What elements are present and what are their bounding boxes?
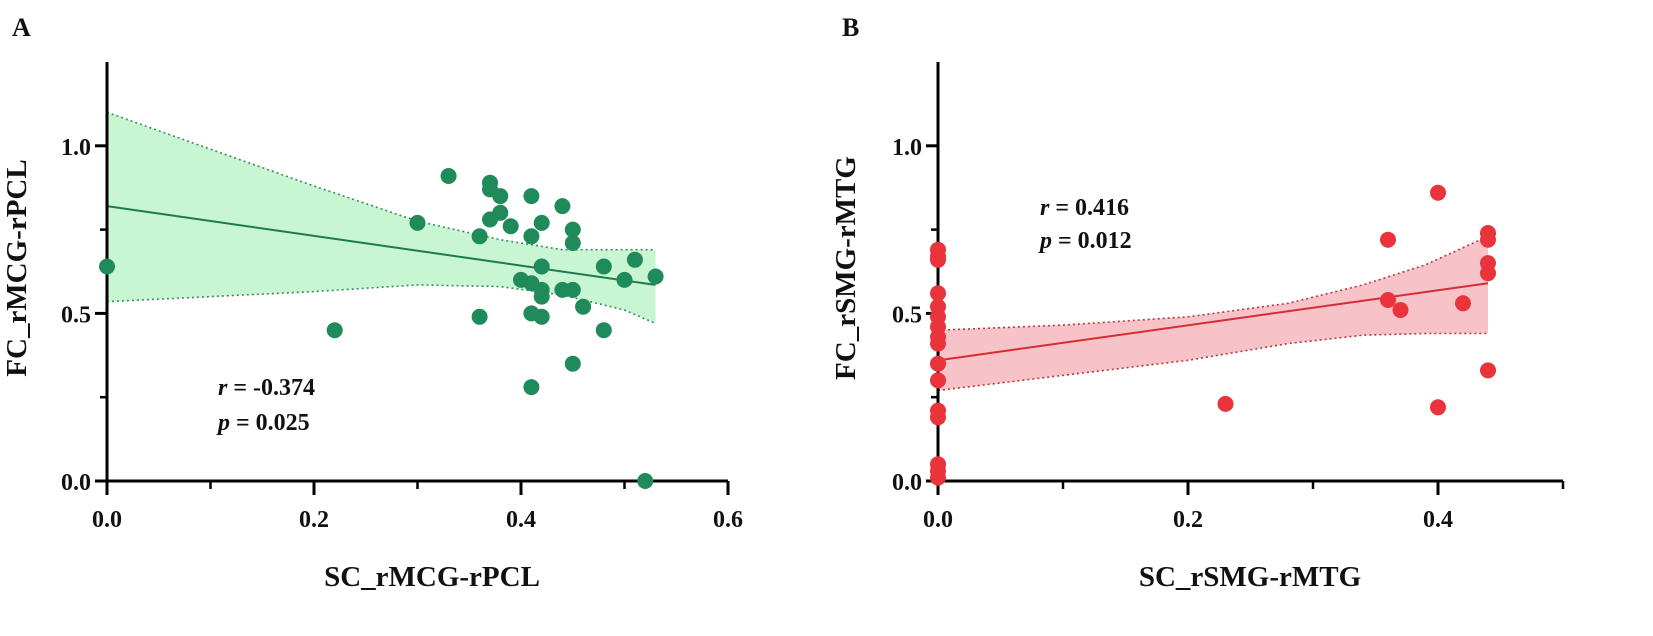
panel-a-data-point (595, 322, 612, 339)
panel-b-x-tick-labels: 0.0 0.2 0.4 (923, 507, 1453, 533)
panel-a-data-point (409, 214, 426, 231)
panel-a-data-point (595, 258, 612, 275)
panel-a-p-symbol: p (216, 410, 230, 436)
panel-a-data-point (533, 214, 550, 231)
panel-a-data-point (492, 188, 509, 205)
panel-b-r-symbol: r (1040, 195, 1050, 221)
panel-a-x-tick-label: 0.4 (506, 507, 536, 533)
panel-b-x-tick-label: 0.2 (1173, 507, 1203, 533)
panel-b-label: B (842, 13, 859, 42)
panel-b-x-tick-label: 0.4 (1423, 507, 1453, 533)
panel-b-data-point (1430, 184, 1446, 201)
panel-b-data-point (1430, 399, 1446, 416)
panel-b-band-lower-edge (937, 332, 1488, 392)
panel-a-data-point (564, 355, 581, 372)
panel-b-r-value: = 0.416 (1049, 195, 1129, 221)
panel-a-r-stat: r = -0.374 (218, 375, 315, 401)
panel-a-confidence-band (107, 112, 656, 324)
panel-a-data-point (575, 298, 592, 315)
panel-b-y-tick-label: 0.0 (892, 470, 922, 496)
panel-b-data-point (1217, 395, 1234, 412)
panel-a-data-point (523, 379, 540, 396)
panel-a-data-point (492, 204, 509, 221)
panel-a-x-tick-label: 0.6 (713, 507, 743, 533)
panel-a-data-point (564, 235, 581, 251)
panel-b-data-point (930, 469, 946, 486)
panel-b-x-axis-title: SC_rSMG-rMTG (1139, 561, 1361, 593)
panel-a-data-point (533, 308, 550, 325)
panel-a-data-point (637, 473, 654, 489)
panel-a-data-point (99, 258, 115, 275)
panel-b-confidence-band (938, 236, 1488, 391)
panel-b-data-point (1380, 231, 1396, 248)
panel-b-data-point (930, 285, 946, 302)
panel-a-data-point (533, 288, 550, 305)
panel-b-p-value: = 0.012 (1052, 228, 1132, 254)
panel-a-y-tick-label: 0.5 (61, 302, 91, 328)
panel-b-p-stat: p = 0.012 (1038, 228, 1132, 254)
panel-b-data-point (930, 409, 946, 426)
panel-a-confidence-band-group (106, 111, 656, 325)
panel-a-r-symbol: r (218, 375, 228, 401)
panel-a-data-point (471, 228, 488, 245)
panel-a-x-tick-label: 0.0 (92, 507, 122, 533)
panel-b-data-point (1455, 295, 1471, 312)
panel-b-data-point (1480, 231, 1496, 248)
panel-b-y-tick-labels: 0.0 0.5 1.0 (892, 135, 922, 496)
panel-a-points (99, 168, 664, 489)
panel-b-p-symbol: p (1038, 228, 1052, 254)
panel-a-y-tick-label: 1.0 (61, 135, 91, 161)
panel-a-x-axis-title: SC_rMCG-rPCL (324, 561, 540, 593)
panel-a-data-point (564, 281, 581, 298)
panel-a-fit-group (106, 205, 656, 286)
panel-a-data-point (564, 221, 581, 238)
panel-b-band-upper-edge (937, 235, 1489, 331)
panel-a: A 0.0 0.2 0.4 0.6 0.0 0.5 1.0 SC_rMCG-rPCL FC… (1, 13, 743, 593)
panel-a-data-point (523, 228, 540, 245)
panel-a-axes (95, 62, 730, 495)
panel-a-data-point (440, 168, 457, 184)
panel-a-data-point (616, 271, 633, 288)
panel-a-band-upper-edge (106, 111, 656, 251)
panel-b-y-tick-label: 0.5 (892, 302, 922, 328)
panel-a-r-value: = -0.374 (227, 375, 315, 401)
panel-b-data-point (930, 335, 946, 352)
panel-a-data-point (471, 308, 488, 325)
panel-b-data-point (1392, 302, 1409, 318)
panel-b-data-point (1380, 292, 1396, 308)
panel-b-data-point (1480, 362, 1496, 379)
panel-b-y-tick-label: 1.0 (892, 135, 922, 161)
panel-a-data-point (533, 258, 550, 275)
panel-a-x-tick-label: 0.2 (299, 507, 329, 533)
panel-a-data-point (647, 268, 664, 285)
panel-a-label: A (12, 13, 31, 42)
panel-a-data-point (523, 188, 540, 205)
panel-b-regression-line (937, 282, 1489, 362)
panel-a-y-axis-title: FC_rMCG-rPCL (1, 159, 33, 376)
panel-a-y-tick-labels: 0.0 0.5 1.0 (61, 135, 91, 496)
panel-b-fit-group (937, 282, 1489, 362)
panel-a-x-tick-labels: 0.0 0.2 0.4 0.6 (92, 507, 743, 533)
panel-a-regression-line (106, 205, 656, 286)
panel-b-r-stat: r = 0.416 (1040, 195, 1129, 221)
panel-a-p-stat: p = 0.025 (216, 410, 310, 436)
panel-a-y-tick-label: 0.0 (61, 470, 91, 496)
panel-b-data-point (1480, 265, 1496, 282)
panel-b-points (930, 184, 1496, 486)
panel-a-data-point (502, 218, 519, 235)
panel-b-data-point (930, 372, 946, 389)
panel-a-band-lower-edge (106, 284, 656, 325)
panel-a-data-point (626, 251, 643, 268)
panel-b: B 0.0 0.2 0.4 0.0 0.5 1.0 SC_rSMG-rMTG FC_rS… (830, 13, 1565, 593)
panel-a-p-value: = 0.025 (230, 410, 310, 436)
panel-b-data-point (930, 355, 946, 372)
panel-a-data-point (326, 322, 343, 339)
panel-b-x-tick-label: 0.0 (923, 507, 953, 533)
panel-b-y-axis-title: FC_rSMG-rMTG (830, 156, 862, 380)
panel-a-data-point (554, 198, 571, 215)
panel-b-data-point (930, 251, 946, 268)
panel-b-confidence-band-group (937, 235, 1489, 392)
